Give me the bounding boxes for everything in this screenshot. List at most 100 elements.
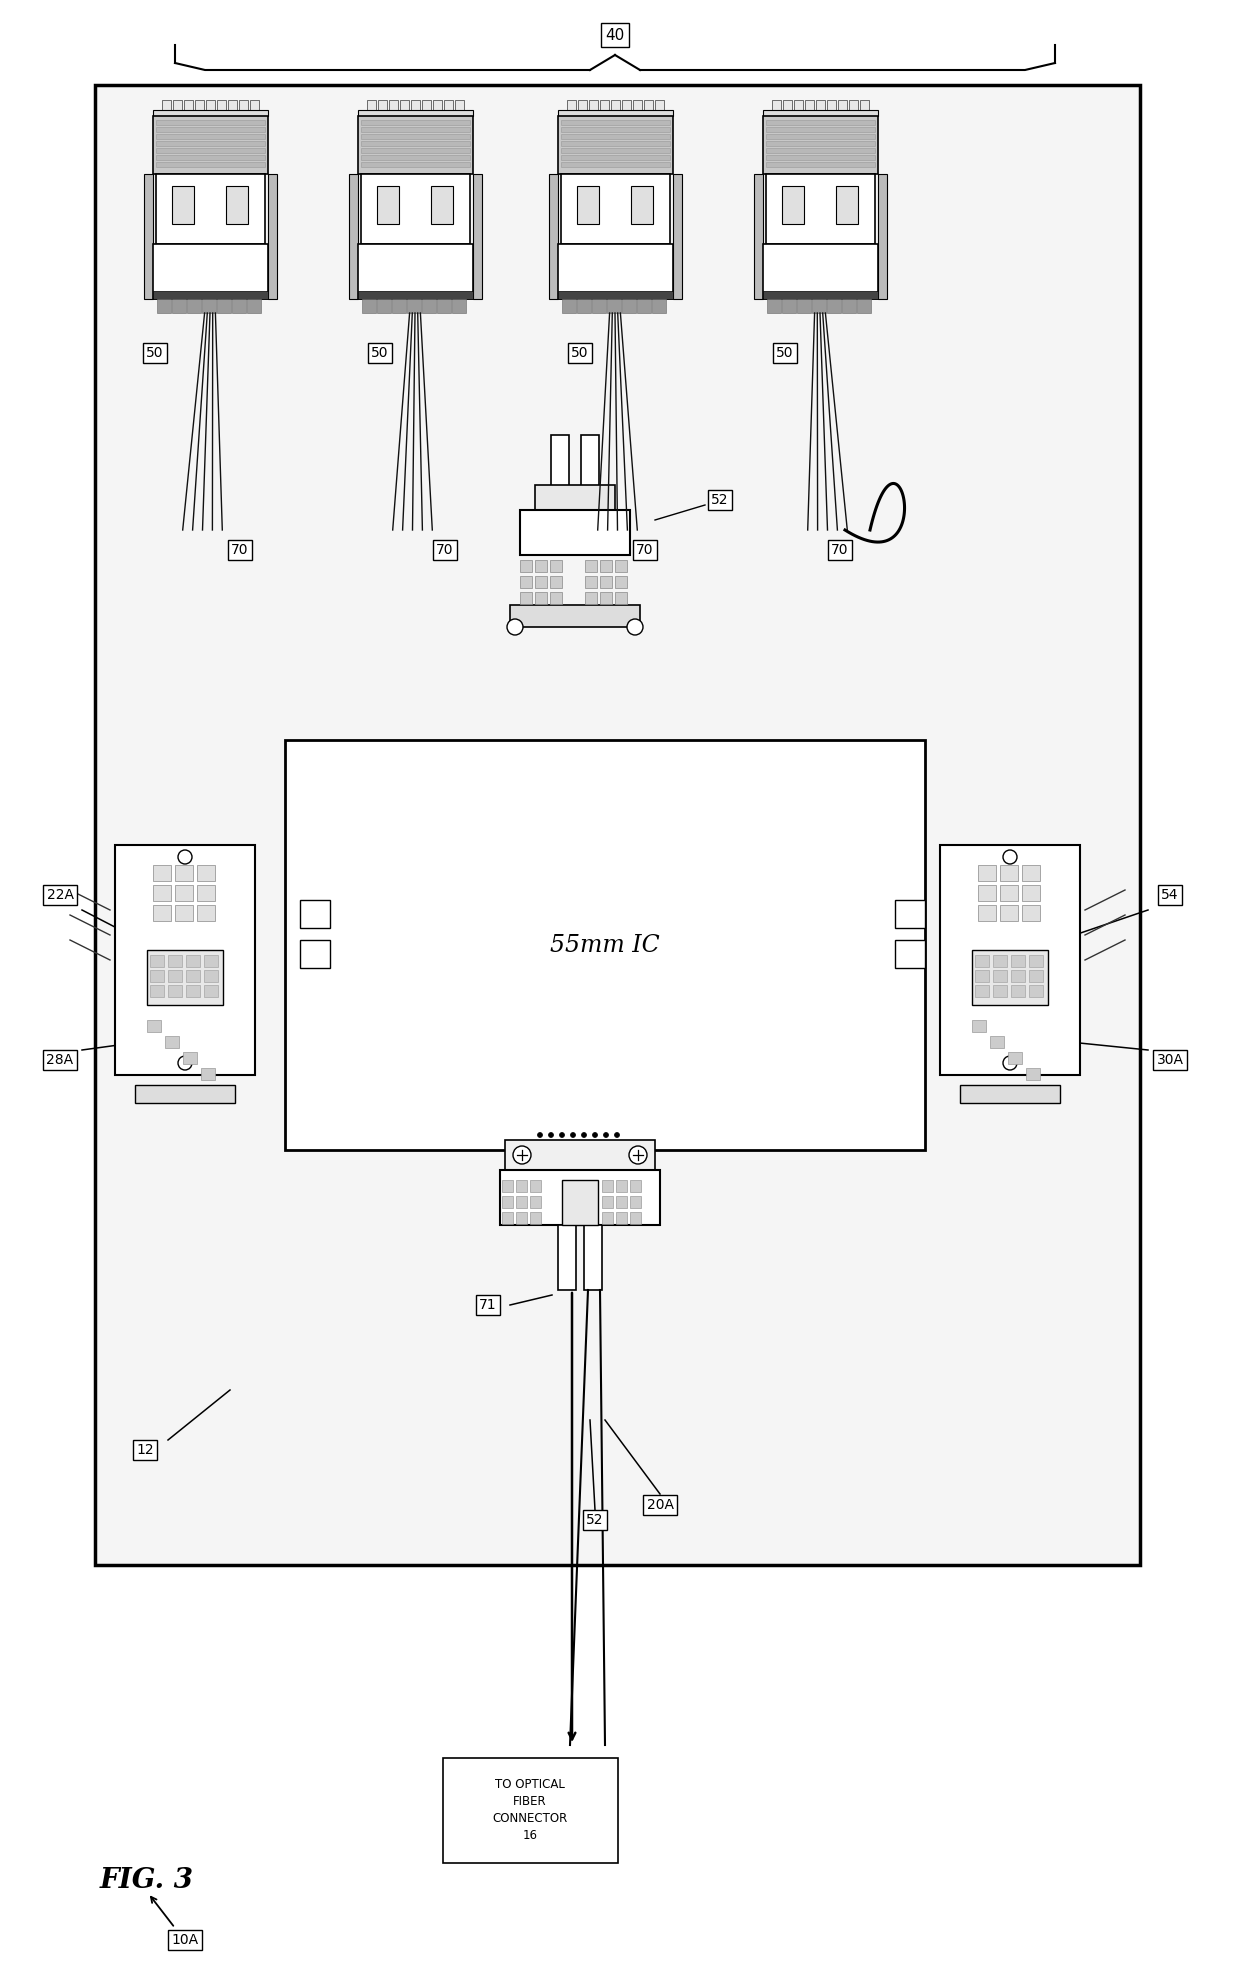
Bar bbox=[551, 592, 562, 604]
Bar bbox=[842, 300, 856, 314]
Bar bbox=[156, 120, 265, 124]
Bar bbox=[940, 844, 1080, 1075]
Bar bbox=[615, 576, 627, 588]
Bar bbox=[217, 101, 226, 110]
Bar bbox=[175, 864, 193, 882]
Circle shape bbox=[582, 1133, 587, 1138]
Text: 30A: 30A bbox=[1157, 1054, 1183, 1067]
Bar bbox=[510, 606, 640, 627]
Bar bbox=[358, 116, 472, 174]
Bar bbox=[534, 485, 615, 513]
Bar bbox=[1011, 955, 1025, 967]
Bar bbox=[516, 1211, 527, 1223]
Bar bbox=[1022, 864, 1040, 882]
Circle shape bbox=[507, 620, 523, 635]
Bar bbox=[239, 101, 248, 110]
Bar bbox=[766, 140, 875, 146]
Text: 71: 71 bbox=[479, 1298, 497, 1312]
Bar bbox=[195, 101, 205, 110]
Bar bbox=[529, 1196, 541, 1207]
Bar bbox=[999, 864, 1018, 882]
Bar bbox=[558, 110, 673, 116]
Bar bbox=[600, 560, 613, 572]
Bar bbox=[766, 148, 875, 154]
Bar bbox=[206, 101, 215, 110]
Bar bbox=[520, 592, 532, 604]
Bar bbox=[201, 1067, 215, 1079]
Bar bbox=[153, 290, 268, 300]
Bar bbox=[156, 162, 265, 168]
Bar bbox=[836, 185, 858, 225]
Bar bbox=[433, 101, 441, 110]
Bar bbox=[990, 1036, 1004, 1048]
Bar bbox=[443, 1758, 618, 1863]
Bar bbox=[584, 1225, 601, 1290]
Bar bbox=[960, 1085, 1060, 1103]
Bar bbox=[551, 576, 562, 588]
Bar bbox=[1029, 971, 1043, 983]
Bar bbox=[407, 300, 422, 314]
Bar bbox=[361, 120, 470, 124]
Bar bbox=[516, 1180, 527, 1192]
Bar bbox=[582, 434, 599, 489]
Bar bbox=[172, 185, 193, 225]
Bar bbox=[422, 101, 432, 110]
Circle shape bbox=[629, 1146, 647, 1164]
Bar bbox=[630, 1211, 641, 1223]
Circle shape bbox=[615, 1133, 620, 1138]
Bar bbox=[861, 101, 869, 110]
Bar bbox=[175, 906, 193, 921]
Circle shape bbox=[604, 1133, 609, 1138]
Bar bbox=[567, 101, 577, 110]
Bar bbox=[551, 560, 562, 572]
Bar bbox=[600, 101, 609, 110]
Bar bbox=[560, 126, 670, 132]
Bar bbox=[975, 985, 990, 996]
Bar bbox=[516, 1196, 527, 1207]
Bar bbox=[367, 101, 376, 110]
Bar bbox=[562, 1180, 598, 1225]
Bar bbox=[895, 939, 925, 969]
Bar bbox=[999, 906, 1018, 921]
Bar bbox=[148, 951, 223, 1004]
Bar bbox=[585, 592, 596, 604]
Circle shape bbox=[513, 1146, 531, 1164]
Bar bbox=[805, 101, 813, 110]
Bar bbox=[205, 971, 218, 983]
Bar bbox=[616, 1180, 627, 1192]
Circle shape bbox=[537, 1133, 543, 1138]
Bar bbox=[560, 174, 670, 245]
Bar bbox=[500, 1170, 660, 1225]
Circle shape bbox=[179, 850, 192, 864]
Bar bbox=[150, 985, 164, 996]
Text: 22A: 22A bbox=[47, 888, 73, 902]
Circle shape bbox=[1003, 850, 1017, 864]
Bar bbox=[630, 1180, 641, 1192]
Text: 20A: 20A bbox=[646, 1498, 673, 1511]
Bar bbox=[673, 174, 682, 300]
Bar bbox=[156, 156, 265, 160]
Circle shape bbox=[593, 1133, 598, 1138]
Bar bbox=[560, 134, 670, 138]
Bar bbox=[172, 300, 186, 314]
Bar bbox=[156, 148, 265, 154]
Circle shape bbox=[548, 1133, 553, 1138]
Bar bbox=[560, 120, 670, 124]
Bar bbox=[766, 126, 875, 132]
Bar bbox=[975, 955, 990, 967]
Text: 70: 70 bbox=[831, 543, 848, 556]
Bar bbox=[153, 886, 171, 902]
Bar bbox=[361, 140, 470, 146]
Bar bbox=[358, 110, 472, 116]
Text: 70: 70 bbox=[231, 543, 249, 556]
Bar bbox=[1011, 971, 1025, 983]
Bar bbox=[895, 900, 925, 927]
Bar bbox=[205, 985, 218, 996]
Bar bbox=[577, 185, 599, 225]
Bar bbox=[148, 1020, 161, 1032]
Text: TO OPTICAL
FIBER
CONNECTOR
16: TO OPTICAL FIBER CONNECTOR 16 bbox=[492, 1778, 568, 1843]
Bar bbox=[197, 864, 215, 882]
Bar bbox=[827, 101, 836, 110]
Bar bbox=[558, 290, 673, 300]
Bar bbox=[502, 1211, 513, 1223]
